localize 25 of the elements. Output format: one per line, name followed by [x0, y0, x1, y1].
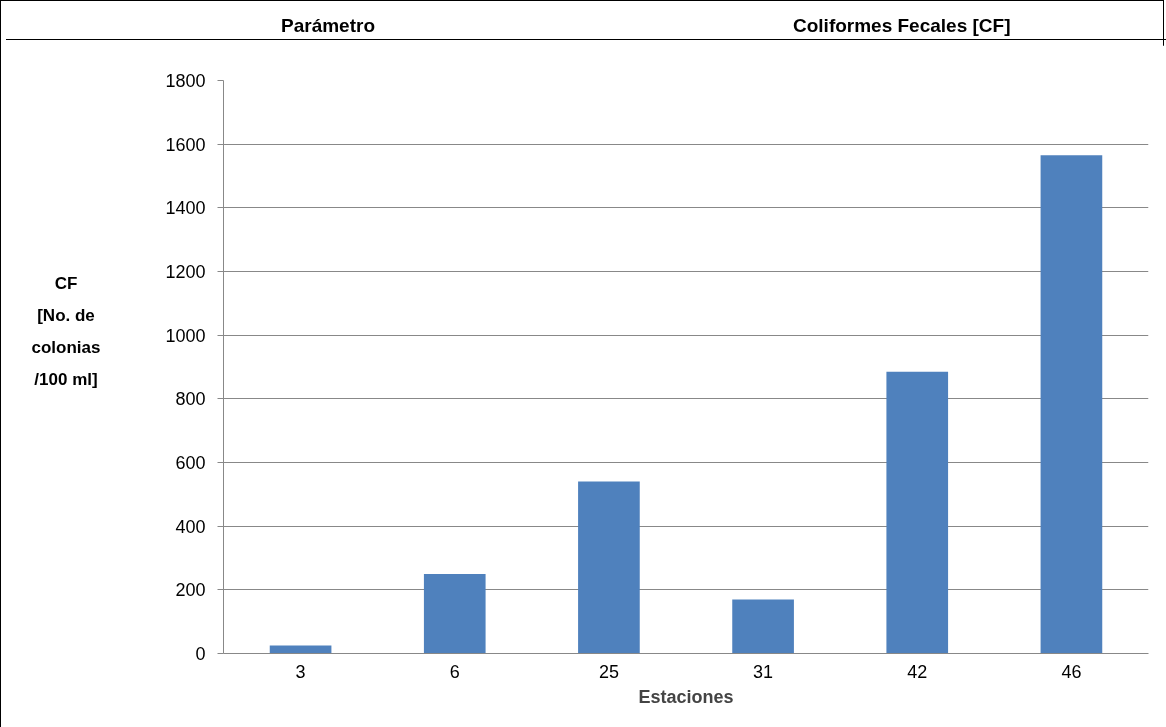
bar [732, 599, 794, 654]
chart-title: Parámetro [281, 14, 375, 38]
chart-subtitle: Coliformes Fecales [CF] [793, 14, 1011, 38]
x-axis-title: Estaciones [638, 686, 734, 707]
x-tick-label: 3 [295, 661, 306, 682]
y-tick-label: 1600 [165, 134, 206, 155]
y-tick-label: 400 [175, 516, 206, 537]
x-tick-label: 25 [598, 661, 619, 682]
bar [1040, 155, 1103, 654]
y-tick-label: 600 [175, 453, 206, 473]
y-tick-label: 200 [175, 580, 206, 601]
y-tick-label: 1000 [165, 325, 206, 346]
bar [578, 481, 640, 654]
bar [423, 573, 486, 654]
y-tick-label: 1400 [165, 198, 206, 219]
x-tick-label: 31 [753, 661, 774, 682]
y-tick-label: 800 [175, 389, 206, 410]
bar [886, 371, 949, 654]
x-tick-label: 42 [907, 661, 928, 682]
x-tick-label: 46 [1061, 661, 1082, 682]
x-tick-label: 6 [449, 661, 460, 682]
y-tick-label: 0 [195, 644, 206, 664]
y-tick-label: 1200 [165, 262, 206, 282]
y-tick-label: 1800 [165, 71, 206, 91]
y-axis-title: CF [No. de colonias /100 ml] [31, 273, 101, 391]
